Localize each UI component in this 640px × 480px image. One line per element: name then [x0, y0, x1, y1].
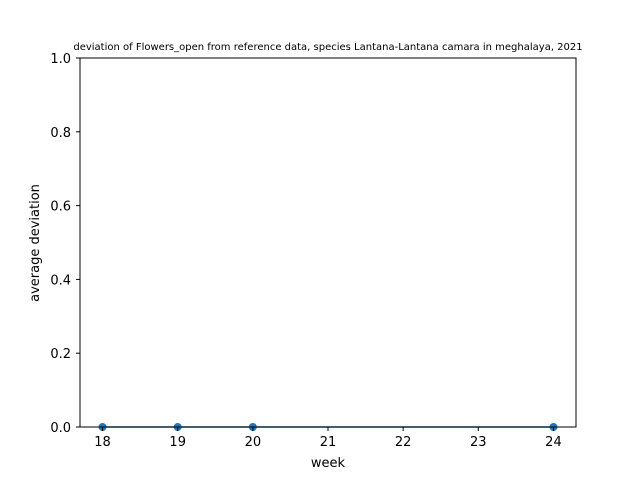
y-tick-label-3: 0.6 — [50, 200, 71, 215]
x-tick-label-2: 20 — [245, 435, 262, 450]
x-tick-label-4: 22 — [395, 435, 412, 450]
x-axis-label: week — [311, 456, 346, 471]
y-tick-label-2: 0.4 — [50, 273, 71, 288]
x-tick-label-3: 21 — [320, 435, 337, 450]
chart-title: deviation of Flowers_open from reference… — [73, 42, 582, 53]
y-tick-label-0: 0.0 — [50, 421, 71, 436]
x-tick-label-0: 18 — [94, 435, 111, 450]
y-axis-label: average deviation — [28, 184, 43, 302]
y-tick-label-5: 1.0 — [50, 52, 71, 67]
y-tick-label-4: 0.8 — [50, 126, 71, 141]
plot-area: 18 19 20 21 22 23 24 0.0 0.2 0.4 0.6 0.8 1.0 — [50, 52, 577, 450]
x-tick-label-5: 23 — [470, 435, 487, 450]
x-tick-label-1: 19 — [169, 435, 186, 450]
x-tick-label-6: 24 — [545, 435, 562, 450]
y-tick-label-1: 0.2 — [50, 347, 71, 362]
